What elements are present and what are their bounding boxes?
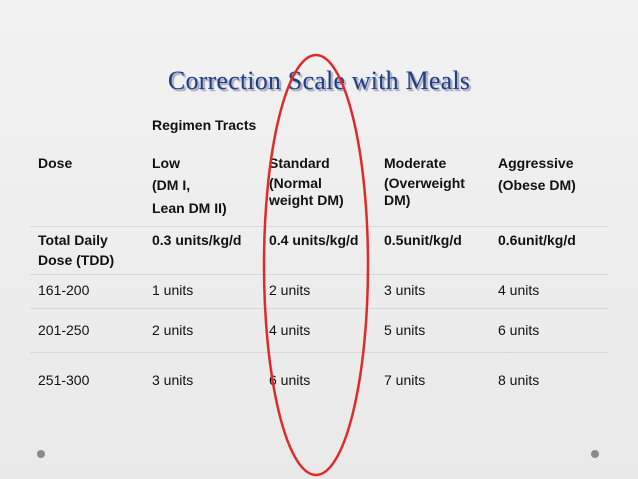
row-standard: 2 units	[269, 282, 311, 298]
tdd-label: Total Daily Dose (TDD)	[38, 230, 114, 270]
row-moderate: 7 units	[384, 372, 426, 388]
row-range: 201-250	[38, 322, 90, 338]
bullet-dot-right	[591, 450, 599, 458]
row-divider	[30, 352, 608, 353]
row-standard: 6 units	[269, 372, 311, 388]
row-divider	[30, 274, 608, 275]
slide-title: Correction Scale with Meals	[167, 66, 471, 95]
header-moderate-line1: Moderate	[384, 155, 447, 171]
header-low-line1: Low	[152, 155, 180, 171]
row-moderate: 3 units	[384, 282, 426, 298]
row-divider	[30, 308, 608, 309]
row-range: 161-200	[38, 282, 90, 298]
tdd-standard: 0.4 units/kg/d	[269, 232, 359, 248]
tdd-label-line2: Dose (TDD)	[38, 252, 115, 268]
header-low: Low (DM I, Lean DM II)	[152, 153, 227, 218]
header-aggressive-line1: Aggressive	[498, 155, 574, 171]
header-aggressive: Aggressive (Obese DM)	[498, 153, 576, 195]
bullet-dot-left	[37, 450, 45, 458]
row-range: 251-300	[38, 372, 90, 388]
header-moderate-line2: (Overweight	[384, 175, 465, 191]
header-moderate-line3: DM)	[384, 192, 411, 208]
row-aggressive: 6 units	[498, 322, 540, 338]
row-divider	[30, 226, 608, 227]
header-dose: Dose	[38, 155, 73, 171]
header-low-line3: Lean DM II)	[152, 200, 227, 216]
row-aggressive: 4 units	[498, 282, 540, 298]
header-low-line2: (DM I,	[152, 177, 191, 193]
tdd-aggressive: 0.6unit/kg/d	[498, 232, 576, 248]
row-standard: 4 units	[269, 322, 311, 338]
header-aggressive-line2: (Obese DM)	[498, 177, 576, 193]
row-low: 1 units	[152, 282, 194, 298]
header-standard-line2: (Normal	[269, 175, 322, 191]
header-moderate: Moderate (Overweight DM)	[384, 153, 465, 209]
tdd-moderate: 0.5unit/kg/d	[384, 232, 462, 248]
header-standard-line1: Standard	[269, 155, 330, 171]
row-moderate: 5 units	[384, 322, 426, 338]
row-low: 3 units	[152, 372, 194, 388]
tdd-low: 0.3 units/kg/d	[152, 232, 242, 248]
header-standard-line3: weight DM)	[269, 192, 344, 208]
tdd-label-line1: Total Daily	[38, 232, 108, 248]
row-aggressive: 8 units	[498, 372, 540, 388]
header-standard: Standard (Normal weight DM)	[269, 153, 344, 209]
regimen-tracts-heading: Regimen Tracts	[152, 117, 257, 133]
row-low: 2 units	[152, 322, 194, 338]
